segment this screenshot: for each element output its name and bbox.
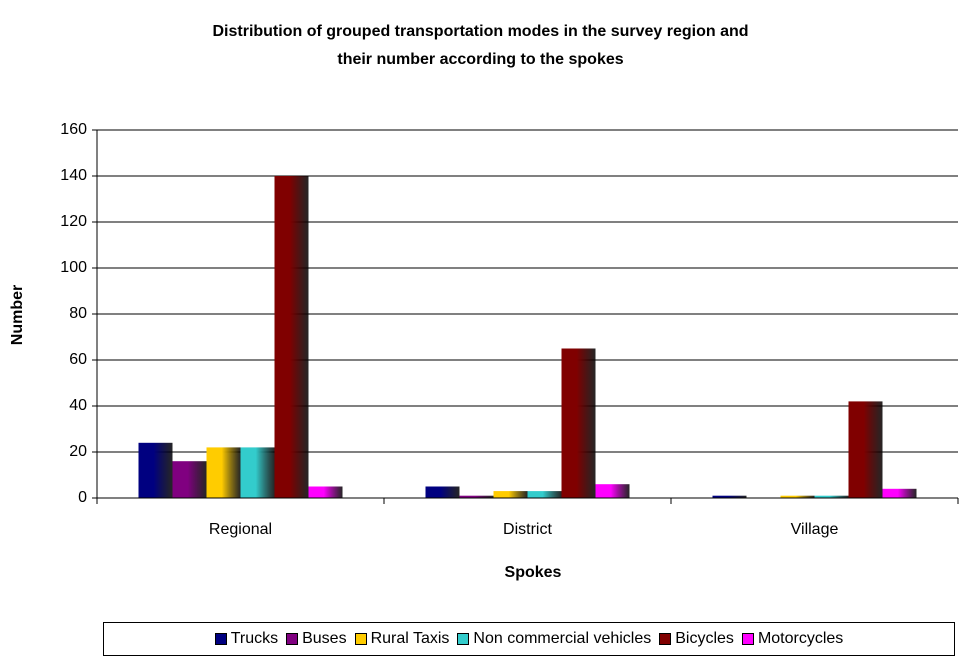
y-tick-label: 60 [69,351,87,368]
bar [206,447,241,498]
legend-swatch [286,633,299,645]
bar [138,442,173,498]
legend-item: Non commercial vehicles [457,630,651,648]
x-tick-label: Village [791,521,839,538]
bar [459,495,494,498]
bar [493,491,528,498]
x-tick-label: District [503,521,552,538]
y-tick-label: 20 [69,443,87,460]
x-tick-label: Regional [209,521,272,538]
bar [882,488,917,498]
y-tick-label: 40 [69,397,87,414]
y-tick-label: 160 [60,121,87,138]
bar [561,348,596,498]
bar [595,484,630,498]
bar [425,486,460,498]
legend-item: Trucks [214,630,279,648]
legend-label: Bicycles [675,630,734,647]
legend: Trucks Buses Rural Taxis Non commercial veh… [103,622,955,656]
legend-swatch [214,633,227,645]
legend-item: Buses [286,630,347,648]
y-axis-label: Number [9,285,26,345]
bar [814,495,849,498]
bar [240,447,275,498]
bar [274,176,309,498]
y-tick-label: 100 [60,259,87,276]
x-axis-label: Spokes [505,564,562,581]
legend-label: Rural Taxis [370,630,450,647]
legend-swatch [457,633,470,645]
chart-title: Distribution of grouped transportation m… [212,23,749,68]
legend-item: Bicycles [659,630,734,648]
legend-label: Motorcycles [757,630,844,647]
legend-label: Buses [302,630,347,647]
y-tick-label: 120 [60,213,87,230]
y-tick-label: 80 [69,305,87,322]
y-tick-label: 0 [78,489,87,506]
legend-label: Trucks [230,630,279,647]
legend-item: Motorcycles [741,630,844,648]
bar [848,401,883,498]
legend-swatch [659,633,672,645]
legend-swatch [741,633,754,645]
bar [780,495,815,498]
legend-swatch [354,633,367,645]
legend-item: Rural Taxis [354,630,450,648]
bar [172,461,207,498]
legend-label: Non commercial vehicles [473,630,652,647]
bar [712,495,747,498]
bar [308,486,343,498]
bar [527,491,562,498]
y-tick-label: 140 [60,167,87,184]
